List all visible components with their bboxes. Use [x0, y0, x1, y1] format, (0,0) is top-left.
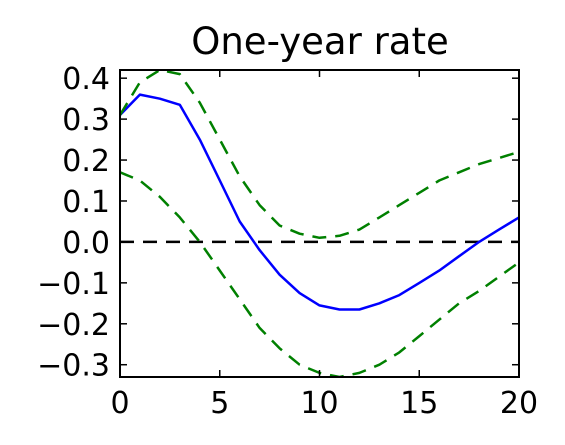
y-tick-label: 0.0 — [62, 226, 110, 261]
x-tick-label: 10 — [300, 386, 338, 421]
chart-title: One-year rate — [191, 20, 449, 63]
x-tick-label: 20 — [500, 386, 538, 421]
x-tick-label: 5 — [210, 386, 229, 421]
x-tick-label: 0 — [110, 386, 129, 421]
y-tick-label: 0.2 — [62, 144, 110, 179]
x-tick-label: 15 — [400, 386, 438, 421]
y-tick-label: 0.3 — [62, 103, 110, 138]
y-tick-label: −0.1 — [37, 267, 110, 302]
plot-frame — [120, 70, 519, 377]
plot-area — [120, 70, 519, 377]
estimate-line — [120, 95, 519, 310]
y-tick-label: 0.1 — [62, 185, 110, 220]
upper-band-line — [120, 70, 519, 238]
y-tick-label: −0.3 — [37, 349, 110, 384]
y-tick-label: −0.2 — [37, 308, 110, 343]
series-layer — [120, 70, 519, 377]
y-tick-label: 0.4 — [62, 62, 110, 97]
lower-band-line — [120, 172, 519, 377]
